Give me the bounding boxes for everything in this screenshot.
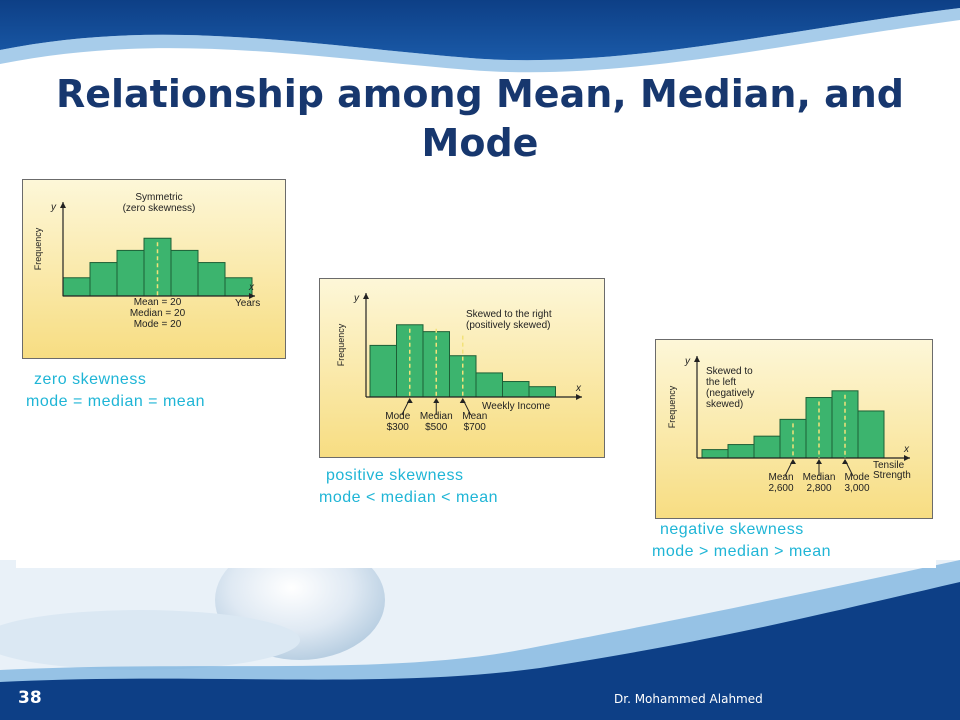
x-axis-letter: x <box>903 444 910 455</box>
y-axis-letter: y <box>353 293 360 304</box>
caption-positive-skewness: positive skewness <box>326 467 464 484</box>
histogram-bar <box>502 381 530 398</box>
histogram-bar <box>62 277 91 297</box>
histogram-bar <box>727 444 755 459</box>
author-credit: Dr. Mohammed Alahmed <box>614 692 763 706</box>
histogram-bar <box>857 410 885 459</box>
chart-title: Skewed to the left (negatively skewed) <box>706 366 754 410</box>
right-skew-chart-svg: Skewed to the right (positively skewed) Fr… <box>336 293 582 433</box>
top-wave-light <box>0 8 960 73</box>
left-skew-chart: Skewed to the left (negatively skewed) Frequ… <box>655 339 933 519</box>
histogram-bar <box>753 435 781 459</box>
histogram-bar <box>116 249 145 297</box>
bottom-wave <box>0 582 960 720</box>
histogram-bar <box>528 386 556 398</box>
caption-negative-skewness: negative skewness <box>660 521 804 538</box>
x-axis-label: Weekly Income <box>482 401 551 412</box>
histogram-bar <box>369 344 397 398</box>
histogram-bar <box>197 262 226 297</box>
marker-arrowhead <box>790 459 796 464</box>
figure-panel: Symmetric (zero skewness) Frequency x y Years… <box>16 176 936 568</box>
y-axis-letter: y <box>684 356 691 367</box>
marker-label: Mode 3,000 <box>844 472 869 494</box>
x-axis-arrow <box>904 455 910 461</box>
page-number: 38 <box>18 688 42 708</box>
right-skew-chart: Skewed to the right (positively skewed) Fr… <box>319 278 605 458</box>
marker-label: Mode $300 <box>385 411 410 433</box>
chart-title: Skewed to the right (positively skewed) <box>466 309 552 331</box>
caption-zero-skewness: zero skewness <box>34 371 147 388</box>
y-axis-label: Frequency <box>667 385 677 428</box>
x-axis-label: Years <box>235 298 260 309</box>
marker-label: Mean $700 <box>462 411 487 433</box>
x-axis-arrow <box>249 293 255 299</box>
histogram-bar <box>701 449 729 459</box>
y-axis-letter: y <box>50 202 57 213</box>
y-axis-arrow <box>694 356 700 362</box>
histogram-bar <box>89 262 118 297</box>
symmetric-chart-svg: Symmetric (zero skewness) Frequency x y Years… <box>33 192 260 330</box>
marker-arrowhead <box>406 398 413 403</box>
title-line-2: Mode <box>421 121 539 165</box>
symmetric-chart: Symmetric (zero skewness) Frequency x y Years… <box>22 179 286 359</box>
left-skew-chart-svg: Skewed to the left (negatively skewed) Frequ… <box>667 356 911 494</box>
marker-arrowhead <box>433 398 440 403</box>
y-axis-label: Frequency <box>33 227 43 270</box>
marker-label: Median 2,800 <box>803 472 836 494</box>
marker-arrowhead <box>842 459 848 464</box>
histogram-bar <box>224 277 253 297</box>
chart-title: Symmetric (zero skewness) <box>123 192 196 214</box>
histogram-bar <box>170 249 199 297</box>
y-axis-arrow <box>60 202 66 208</box>
x-axis-letter: x <box>575 383 582 394</box>
marker-label: Median $500 <box>420 411 453 433</box>
marker-arrowhead <box>459 398 466 403</box>
x-axis-letter: x <box>248 282 255 293</box>
x-axis-label: Tensile Strength <box>873 460 911 481</box>
caption-positive-relation: mode < median < mean <box>319 489 498 506</box>
top-wave <box>0 0 960 61</box>
marker-label: Mean 2,600 <box>768 472 793 494</box>
y-axis-arrow <box>363 293 369 299</box>
marker-arrowhead <box>816 459 822 464</box>
marker-label: Mean = 20 Median = 20 Mode = 20 <box>130 297 186 330</box>
histogram-bar <box>449 355 477 398</box>
x-axis-arrow <box>576 394 582 400</box>
histogram-bar <box>475 372 503 398</box>
caption-zero-relation: mode = median = mean <box>26 393 205 410</box>
y-axis-label: Frequency <box>336 323 346 366</box>
histogram-bar <box>805 397 833 459</box>
caption-negative-relation: mode > median > mean <box>652 543 831 560</box>
title-line-1: Relationship among Mean, Median, and <box>55 72 905 116</box>
slide-title: Relationship among Mean, Median, and Mod… <box>40 70 920 168</box>
